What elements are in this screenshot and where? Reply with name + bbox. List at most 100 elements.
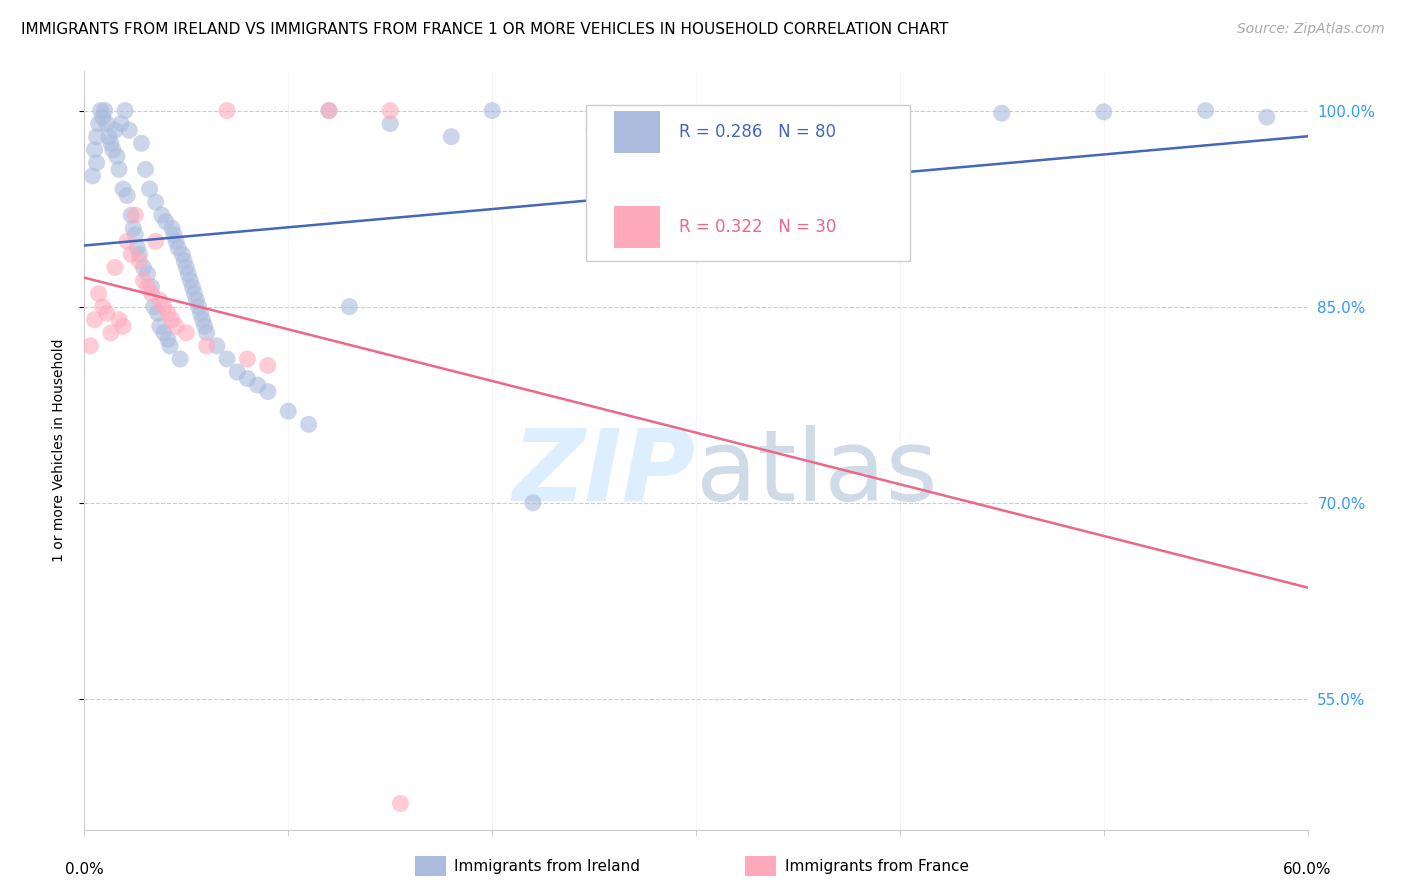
Point	[112, 182, 135, 196]
Point	[153, 326, 176, 340]
Point	[257, 384, 280, 399]
Point	[146, 306, 169, 320]
Point	[83, 143, 105, 157]
Point	[91, 300, 114, 314]
Point	[1195, 103, 1218, 118]
Point	[165, 235, 187, 249]
Point	[1256, 110, 1278, 124]
Point	[118, 123, 141, 137]
Point	[86, 156, 108, 170]
Point	[105, 149, 128, 163]
Point	[1092, 104, 1115, 119]
Text: 60.0%: 60.0%	[1284, 863, 1331, 877]
Point	[187, 300, 209, 314]
Point	[135, 162, 157, 177]
Point	[142, 300, 165, 314]
Point	[86, 129, 108, 144]
Point	[96, 306, 118, 320]
Point	[101, 143, 124, 157]
Point	[90, 103, 112, 118]
Point	[127, 241, 149, 255]
Point	[100, 326, 122, 340]
Point	[122, 221, 145, 235]
Point	[172, 247, 194, 261]
Point	[141, 286, 163, 301]
Point	[165, 319, 187, 334]
Point	[179, 273, 201, 287]
Point	[380, 117, 402, 131]
Point	[318, 103, 340, 118]
Point	[149, 319, 172, 334]
Text: ZIP: ZIP	[513, 425, 696, 522]
Point	[236, 351, 259, 366]
Point	[217, 351, 239, 366]
Point	[226, 365, 249, 379]
Point	[149, 293, 172, 307]
Point	[522, 496, 544, 510]
Point	[195, 339, 218, 353]
Point	[583, 123, 606, 137]
Point	[217, 103, 239, 118]
Point	[132, 260, 155, 275]
Point	[97, 129, 120, 144]
Point	[177, 267, 200, 281]
Point	[115, 188, 138, 202]
Point	[174, 260, 197, 275]
Point	[156, 306, 179, 320]
Point	[339, 300, 361, 314]
Point	[889, 110, 911, 124]
Text: Source: ZipAtlas.com: Source: ZipAtlas.com	[1237, 22, 1385, 37]
Point	[389, 797, 412, 811]
Point	[246, 378, 269, 392]
FancyBboxPatch shape	[614, 206, 661, 248]
Point	[104, 260, 127, 275]
Point	[136, 280, 159, 294]
Point	[194, 319, 217, 334]
Point	[167, 241, 190, 255]
Point	[298, 417, 321, 432]
Point	[380, 103, 402, 118]
Point	[120, 208, 142, 222]
Point	[145, 235, 167, 249]
Point	[156, 332, 179, 346]
Y-axis label: 1 or more Vehicles in Household: 1 or more Vehicles in Household	[52, 339, 66, 562]
Text: R = 0.286   N = 80: R = 0.286 N = 80	[679, 123, 835, 141]
Point	[685, 117, 707, 131]
Point	[128, 247, 150, 261]
Point	[991, 106, 1014, 120]
Point	[87, 286, 110, 301]
Point	[83, 312, 105, 326]
Point	[110, 117, 132, 131]
Point	[236, 371, 259, 385]
Text: Immigrants from Ireland: Immigrants from Ireland	[454, 859, 640, 873]
Point	[115, 235, 138, 249]
Point	[120, 247, 142, 261]
Point	[136, 267, 159, 281]
Point	[163, 227, 186, 242]
Point	[481, 103, 503, 118]
Point	[186, 293, 208, 307]
Point	[190, 306, 212, 320]
Point	[114, 103, 136, 118]
Point	[174, 326, 197, 340]
Point	[160, 221, 183, 235]
Point	[183, 286, 205, 301]
Point	[277, 404, 299, 418]
Text: R = 0.322   N = 30: R = 0.322 N = 30	[679, 218, 837, 235]
Point	[93, 103, 115, 118]
Point	[150, 208, 173, 222]
Point	[195, 326, 218, 340]
Point	[440, 129, 463, 144]
Point	[153, 300, 176, 314]
Point	[104, 123, 127, 137]
Point	[169, 351, 191, 366]
Point	[205, 339, 228, 353]
Point	[108, 162, 131, 177]
Point	[124, 208, 146, 222]
Text: Immigrants from France: Immigrants from France	[785, 859, 969, 873]
Text: atlas: atlas	[696, 425, 938, 522]
Point	[112, 319, 135, 334]
FancyBboxPatch shape	[586, 105, 910, 260]
Point	[138, 182, 160, 196]
Point	[155, 215, 177, 229]
